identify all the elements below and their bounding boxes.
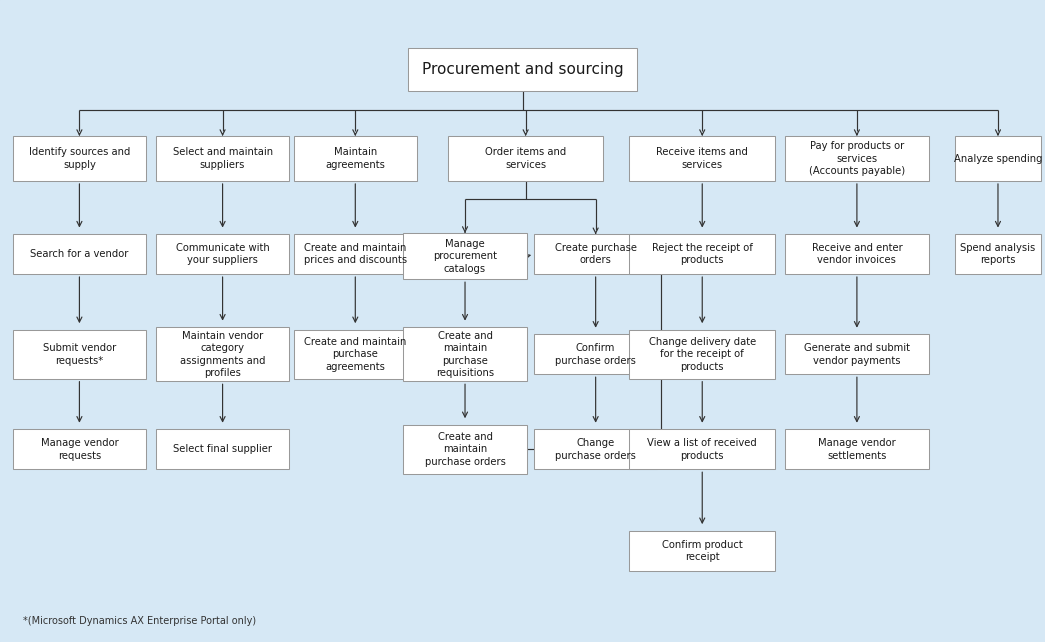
Text: Reject the receipt of
products: Reject the receipt of products — [652, 243, 752, 265]
FancyBboxPatch shape — [156, 136, 289, 181]
FancyBboxPatch shape — [629, 234, 775, 274]
Text: Identify sources and
supply: Identify sources and supply — [28, 148, 131, 169]
Text: *(Microsoft Dynamics AX Enterprise Portal only): *(Microsoft Dynamics AX Enterprise Porta… — [23, 616, 256, 627]
Text: Create purchase
orders: Create purchase orders — [555, 243, 636, 265]
Text: Change
purchase orders: Change purchase orders — [555, 438, 636, 460]
Text: Maintain vendor
category
assignments and
profiles: Maintain vendor category assignments and… — [180, 331, 265, 378]
FancyBboxPatch shape — [294, 234, 417, 274]
Text: Communicate with
your suppliers: Communicate with your suppliers — [176, 243, 270, 265]
Text: Receive and enter
vendor invoices: Receive and enter vendor invoices — [812, 243, 902, 265]
Text: Create and maintain
purchase
agreements: Create and maintain purchase agreements — [304, 337, 407, 372]
FancyBboxPatch shape — [448, 136, 603, 181]
Text: Procurement and sourcing: Procurement and sourcing — [422, 62, 623, 77]
Text: Select and maintain
suppliers: Select and maintain suppliers — [172, 148, 273, 169]
FancyBboxPatch shape — [13, 136, 146, 181]
FancyBboxPatch shape — [534, 429, 657, 469]
FancyBboxPatch shape — [156, 327, 289, 381]
Text: Pay for products or
services
(Accounts payable): Pay for products or services (Accounts p… — [809, 141, 905, 176]
FancyBboxPatch shape — [534, 334, 657, 374]
FancyBboxPatch shape — [785, 334, 929, 374]
Text: Order items and
services: Order items and services — [485, 148, 566, 169]
Text: Confirm product
receipt: Confirm product receipt — [661, 540, 743, 562]
FancyBboxPatch shape — [785, 234, 929, 274]
Text: Maintain
agreements: Maintain agreements — [325, 148, 386, 169]
FancyBboxPatch shape — [785, 136, 929, 181]
Text: Analyze spending: Analyze spending — [954, 153, 1042, 164]
Text: Spend analysis
reports: Spend analysis reports — [960, 243, 1036, 265]
FancyBboxPatch shape — [785, 429, 929, 469]
FancyBboxPatch shape — [13, 330, 146, 379]
FancyBboxPatch shape — [403, 233, 527, 279]
Text: Create and
maintain
purchase orders: Create and maintain purchase orders — [424, 432, 506, 467]
Text: Change delivery date
for the receipt of
products: Change delivery date for the receipt of … — [649, 337, 756, 372]
Text: Receive items and
services: Receive items and services — [656, 148, 748, 169]
FancyBboxPatch shape — [534, 234, 657, 274]
Text: Manage vendor
settlements: Manage vendor settlements — [818, 438, 896, 460]
Text: Select final supplier: Select final supplier — [173, 444, 272, 455]
FancyBboxPatch shape — [294, 136, 417, 181]
Text: Manage vendor
requests: Manage vendor requests — [41, 438, 118, 460]
FancyBboxPatch shape — [156, 429, 289, 469]
FancyBboxPatch shape — [403, 327, 527, 381]
FancyBboxPatch shape — [13, 429, 146, 469]
Text: View a list of received
products: View a list of received products — [647, 438, 758, 460]
FancyBboxPatch shape — [955, 234, 1041, 274]
Text: Create and
maintain
purchase
requisitions: Create and maintain purchase requisition… — [436, 331, 494, 378]
Text: Create and maintain
prices and discounts: Create and maintain prices and discounts — [304, 243, 407, 265]
FancyBboxPatch shape — [408, 48, 637, 91]
Text: Submit vendor
requests*: Submit vendor requests* — [43, 343, 116, 365]
FancyBboxPatch shape — [403, 425, 527, 474]
Text: Generate and submit
vendor payments: Generate and submit vendor payments — [804, 343, 910, 365]
Text: Confirm
purchase orders: Confirm purchase orders — [555, 343, 636, 365]
FancyBboxPatch shape — [156, 234, 289, 274]
FancyBboxPatch shape — [629, 429, 775, 469]
FancyBboxPatch shape — [629, 330, 775, 379]
FancyBboxPatch shape — [629, 531, 775, 571]
FancyBboxPatch shape — [13, 234, 146, 274]
FancyBboxPatch shape — [629, 136, 775, 181]
FancyBboxPatch shape — [294, 330, 417, 379]
Text: Manage
procurement
catalogs: Manage procurement catalogs — [433, 239, 497, 273]
Text: Search for a vendor: Search for a vendor — [30, 249, 129, 259]
FancyBboxPatch shape — [955, 136, 1041, 181]
